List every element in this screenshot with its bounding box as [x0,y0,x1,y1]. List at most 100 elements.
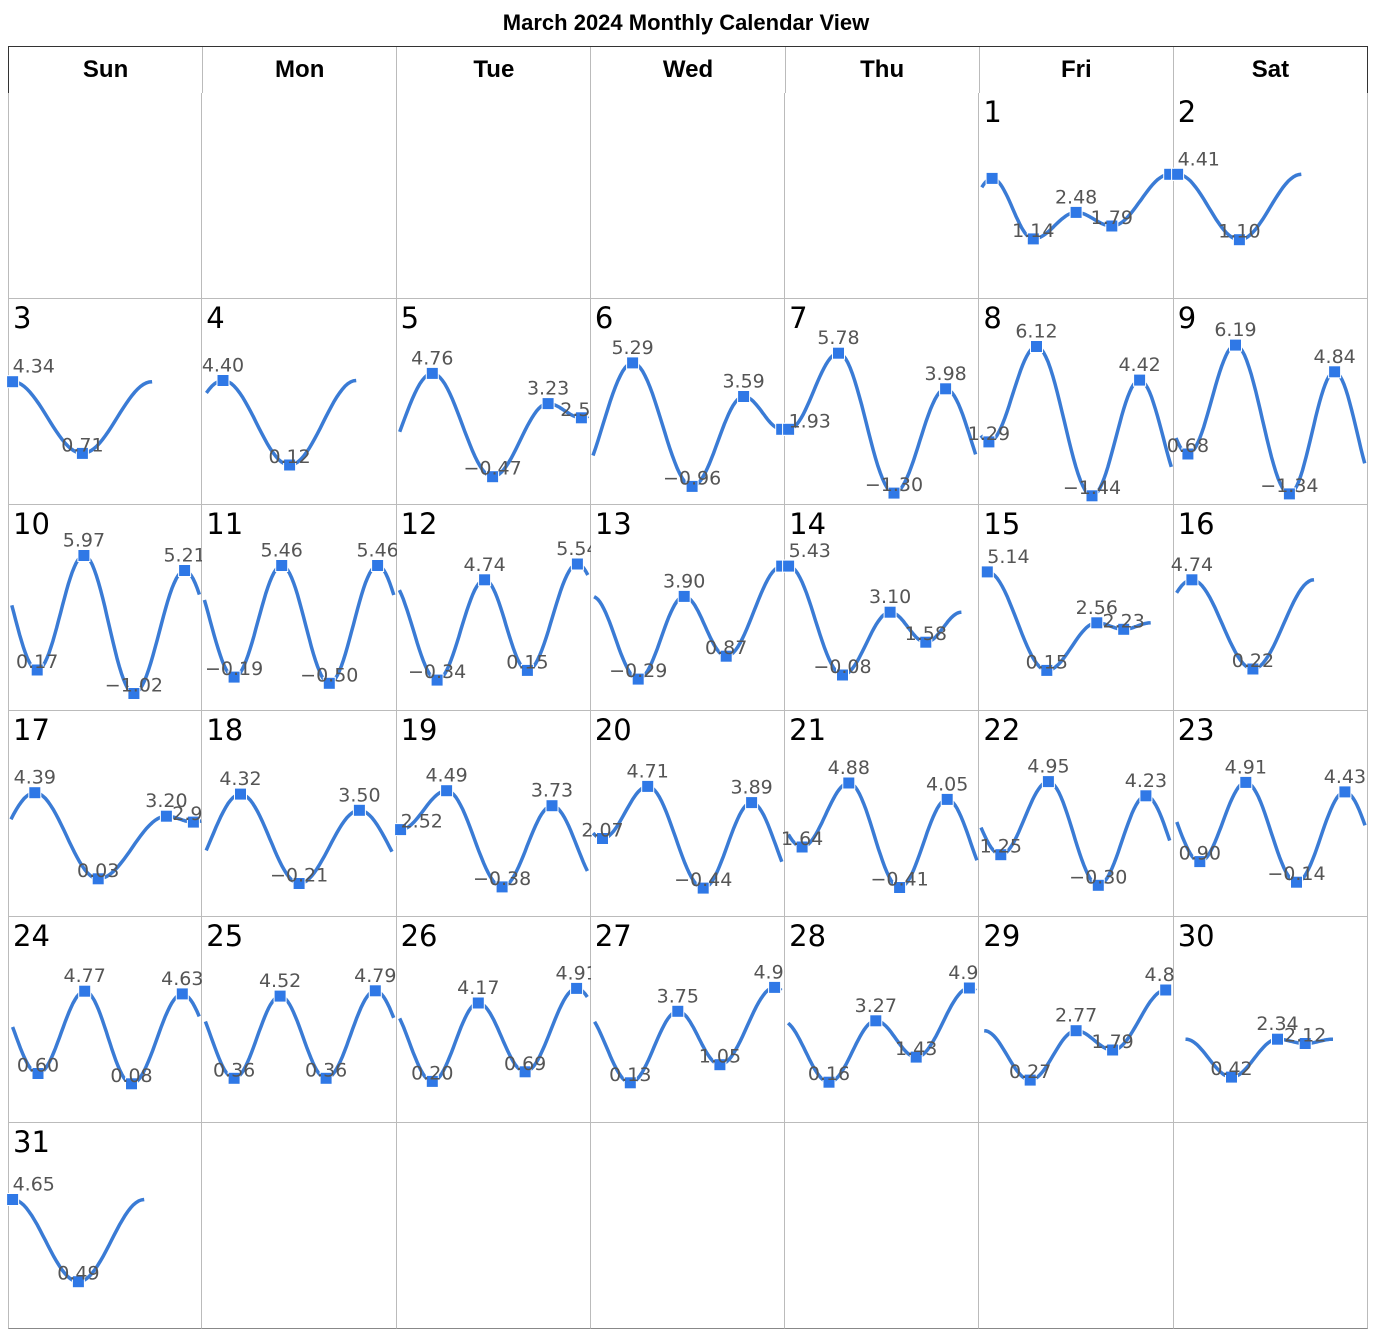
tide-extreme-label: −1.02 [105,675,163,697]
calendar-empty-cell [1173,1123,1368,1329]
tide-extreme-marker [919,635,933,649]
tide-extreme-label: 3.75 [656,985,698,1007]
tide-extreme-label: 3.73 [530,780,572,802]
tide-curve [9,790,202,881]
day-number: 13 [594,507,632,541]
tide-extreme-marker [125,1077,138,1091]
tide-extreme-label: 0.12 [269,446,311,468]
tide-extreme-marker [323,676,337,690]
tide-extreme-label: 2.48 [1055,186,1097,208]
tide-extreme-marker [782,559,796,573]
day-number: 30 [1177,919,1215,953]
tide-extreme-label: −0.96 [663,467,721,489]
tide-chart: 4.390.033.202.90 [9,767,215,886]
tide-extreme-label: 4.96 [753,961,795,983]
tide-extreme-marker [795,840,809,854]
tide-chart: 0.163.271.434.93 [787,962,991,1089]
tide-extreme-label: 3.23 [527,378,569,400]
calendar-day-cell: 1 1.14 2.48 1.79 [979,93,1177,299]
tide-extreme-label: 4.23 [1125,770,1167,792]
tide-extreme-marker [425,1074,439,1088]
tide-extreme-marker [887,486,901,500]
tide-extreme-label: 1.25 [980,836,1022,858]
tide-extreme-marker [986,171,1000,185]
calendar-empty-cell [590,93,786,299]
tide-extreme-marker [1193,855,1207,869]
tide-extreme-label: 0.16 [808,1063,850,1085]
tide-extreme-label: 4.74 [1170,554,1212,576]
tide-extreme-marker [71,1275,85,1289]
weekday-header-sat: Sat [1251,56,1290,83]
tide-extreme-marker [1159,983,1173,997]
tide-chart: 2.52 4.49 −0.38 3.73 [393,765,589,894]
tide-extreme-marker [671,1004,685,1018]
tide-curve [979,779,1172,888]
tide-extreme-label: 1.05 [699,1046,741,1068]
tide-chart: 0.42 2.342.12 [1185,1013,1333,1084]
tide-extreme-label: −0.47 [463,458,521,480]
tide-extreme-label: −1.30 [865,474,923,496]
tide-extreme-marker [393,823,407,837]
tide-extreme-marker [77,549,91,562]
tide-extreme-marker [430,673,444,687]
tide-extreme-label: 0.60 [17,1055,59,1077]
day-number: 23 [1177,713,1215,747]
tide-curve [205,378,357,467]
calendar-day-cell: 11 −0.19 5.46 −0.50 5.46 [202,505,399,711]
tide-extreme-marker [822,1075,836,1089]
tide-chart: 5.43 −0.08 3.10 1.58 [782,540,962,682]
tide-extreme-label: −0.30 [1070,866,1128,888]
tide-extreme-label: 0.71 [61,434,103,456]
tide-extreme-marker [234,787,248,801]
tide-curve [1174,578,1314,671]
day-number: 27 [594,919,632,953]
tide-extreme-marker [369,984,383,998]
tide-extreme-marker [836,668,850,682]
tide-extreme-marker [28,786,42,800]
tide-extreme-label: 4.74 [463,554,505,576]
day-number: 14 [789,507,827,541]
day-number: 6 [594,301,614,335]
tide-extreme-label: 5.21 [163,545,205,567]
tide-extreme-label: 5.46 [261,540,303,562]
calendar-day-cell: 16 4.74 0.22 [1170,505,1368,711]
tide-extreme-label: 0.87 [705,637,747,659]
tide-extreme-marker [292,877,306,890]
tide-extreme-marker [1181,447,1195,461]
tide-extreme-label: 2.07 [581,820,623,842]
calendar-day-cell: 10 0.17 5.97 −1.02 5.21 [8,505,206,711]
day-number: 4 [206,301,225,335]
tide-extreme-marker [1090,616,1104,630]
tide-extreme-marker [982,435,996,449]
tide-chart: 0.272.771.794.83 [984,964,1187,1087]
tide-extreme-label: 4.42 [1119,354,1161,376]
calendar-day-cell: 26 0.20 4.17 0.69 4.91 [396,917,597,1123]
tide-extreme-label: 4.17 [457,977,499,999]
tide-extreme-marker [439,784,453,798]
tide-extreme-label: 4.39 [14,767,56,789]
tide-extreme-marker [283,458,297,472]
tide-extreme-marker [319,1071,333,1085]
tide-chart: 0.60 4.77 0.08 4.63 [10,965,203,1091]
calendar-day-cell: 12 −0.34 4.74 0.15 5.54 [396,505,598,711]
tide-extreme-label: 4.49 [425,765,467,787]
weekday-header-mon: Mon [203,47,398,93]
tide-extreme-marker [178,564,192,577]
tide-chart: 5.14 0.15 2.562.23 [981,546,1152,677]
tide-extreme-marker [685,479,699,493]
tide-extreme-marker [91,872,105,886]
tide-extreme-label: 3.10 [869,586,911,608]
tide-extreme-label: 0.36 [305,1059,347,1081]
tide-extreme-marker [767,980,781,994]
tide-extreme-marker [1289,875,1303,889]
tide-extreme-marker [1024,1073,1038,1087]
tide-extreme-label: 5.54 [556,538,598,560]
tide-extreme-label: 2.12 [1284,1025,1326,1047]
tide-extreme-marker [1224,1070,1238,1084]
tide-extreme-label: 4.95 [1028,756,1070,778]
tide-extreme-label: 0.15 [506,651,548,673]
tide-extreme-marker [631,672,645,686]
tide-extreme-marker [1105,219,1119,233]
tide-extreme-label: 3.27 [855,995,897,1017]
tide-extreme-marker [641,779,655,793]
